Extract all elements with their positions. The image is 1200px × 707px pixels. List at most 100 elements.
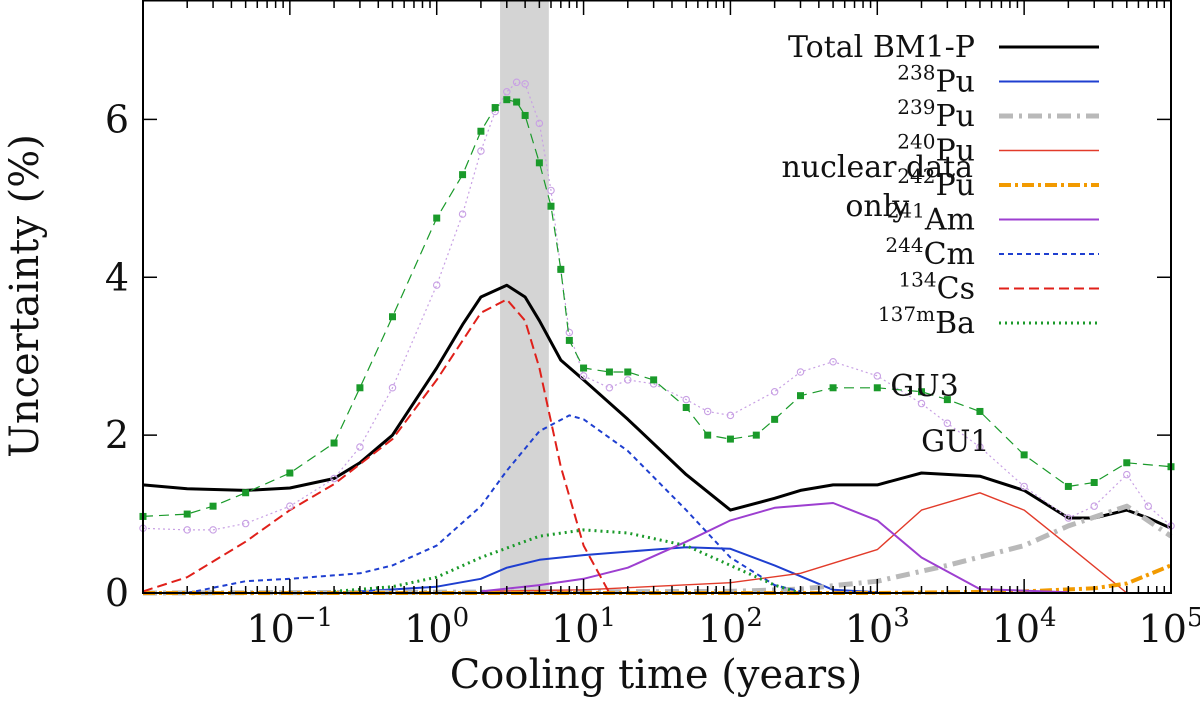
data-point-gu1: [503, 96, 511, 104]
legend-label: 134Cs: [898, 268, 975, 307]
data-point-gu1: [330, 439, 338, 447]
series-line-238pu: [359, 546, 878, 594]
data-point-gu1: [535, 159, 543, 167]
x-tick-label: 10−1: [247, 603, 334, 651]
series-137mba: [333, 528, 801, 595]
data-point-gu3: [829, 357, 837, 366]
series-gu1: [139, 96, 1175, 520]
y-tick-label: 6: [105, 97, 129, 141]
data-point-gu3: [458, 210, 467, 218]
data-point-gu1: [726, 435, 734, 443]
data-point-gu3: [943, 419, 952, 428]
series-line-241am: [480, 502, 1069, 594]
data-point-gu3: [624, 376, 632, 384]
legend-entry-242pu: 242Pu: [897, 164, 1099, 203]
data-point-gu3: [1064, 514, 1073, 522]
data-point-gu3: [1020, 482, 1028, 491]
data-point-gu1: [565, 336, 573, 344]
data-point-gu3: [388, 384, 397, 392]
series-line-244cm: [187, 414, 801, 594]
data-point-gu1: [943, 396, 951, 404]
annotation-gu1: GU1: [921, 424, 989, 459]
data-point-gu1: [1064, 482, 1072, 490]
data-point-gu3: [535, 119, 544, 128]
legend-label: Total BM1-P: [788, 30, 975, 65]
data-point-gu3: [1090, 502, 1098, 510]
data-point-gu1: [796, 392, 804, 400]
data-point-gu1: [580, 364, 588, 372]
legend-label: 240Pu: [897, 130, 975, 169]
data-point-gu3: [1123, 470, 1131, 479]
series-240pu: [480, 492, 1128, 594]
data-point-gu3: [209, 526, 217, 534]
series-layer: [139, 78, 1175, 596]
data-point-gu1: [976, 407, 984, 415]
x-tick-label: 103: [845, 603, 910, 651]
legend-label: 241Am: [887, 199, 975, 238]
data-point-gu1: [433, 214, 441, 222]
data-point-gu1: [242, 489, 250, 497]
data-point-gu3: [579, 372, 588, 380]
tick-layer: [142, 1, 1172, 594]
data-point-gu3: [356, 443, 364, 451]
data-point-gu1: [624, 368, 632, 376]
x-tick-label: 105: [1139, 603, 1200, 651]
series-134cs: [142, 298, 611, 594]
data-point-gu3: [183, 526, 191, 534]
plot-frame: [142, 0, 1172, 594]
data-point-gu3: [241, 519, 250, 528]
legend-entry-134cs: 134Cs: [898, 268, 1099, 307]
annotation-only: only: [845, 189, 909, 224]
data-point-gu1: [459, 171, 467, 179]
data-point-gu1: [752, 431, 760, 439]
y-tick-label: 4: [105, 255, 129, 299]
label-layer: 0 2 4 6 10−1 100 101 102 103 104 105 nuclear data on…: [105, 97, 1200, 651]
data-point-gu3: [796, 368, 805, 376]
data-point-gu3: [503, 88, 511, 96]
data-point-gu3: [1144, 502, 1153, 510]
data-point-gu3: [770, 387, 779, 396]
annotation-gu3: GU3: [890, 369, 958, 404]
data-point-gu3: [432, 281, 441, 289]
legend-entry-244cm: 244Cm: [885, 233, 1099, 272]
series-line-134cs: [142, 298, 611, 594]
series-total-bm1-p: [142, 283, 1172, 530]
legend-label: 238Pu: [897, 61, 975, 100]
legend-label: 239Pu: [897, 95, 975, 134]
data-point-gu3: [330, 474, 338, 483]
legend-entry-241am: 241Am: [887, 199, 1099, 238]
data-point-gu1: [491, 104, 499, 112]
legend-entry-238pu: 238Pu: [897, 61, 1099, 100]
x-tick-label: 100: [404, 603, 469, 651]
data-point-gu1: [286, 469, 294, 477]
data-point-gu3: [726, 411, 735, 420]
series-line-242pu: [143, 563, 1172, 595]
data-point-gu1: [1123, 459, 1131, 467]
data-point-gu1: [389, 313, 397, 321]
data-point-gu1: [547, 202, 555, 210]
data-point-gu1: [209, 502, 217, 510]
data-point-gu3: [547, 186, 555, 195]
data-point-gu1: [1020, 451, 1028, 459]
data-point-gu3: [477, 147, 485, 155]
data-point-gu1: [605, 368, 613, 376]
y-tick-label: 0: [105, 571, 129, 615]
series-242pu: [143, 563, 1172, 595]
data-point-gu1: [1090, 478, 1098, 486]
data-point-gu1: [650, 376, 658, 384]
data-point-gu3: [521, 80, 529, 88]
legend-label: 137mBa: [878, 302, 975, 341]
series-line-total-bm1-p: [142, 283, 1172, 530]
legend-label: 244Cm: [885, 233, 975, 272]
series-244cm: [187, 414, 801, 594]
data-point-gu1: [557, 265, 565, 273]
data-point-gu3: [917, 399, 926, 408]
data-point-gu1: [917, 388, 925, 396]
data-point-gu1: [356, 384, 364, 392]
x-tick-label: 101: [551, 603, 616, 651]
data-point-gu3: [512, 78, 521, 87]
series-line-239pu: [142, 503, 1173, 596]
